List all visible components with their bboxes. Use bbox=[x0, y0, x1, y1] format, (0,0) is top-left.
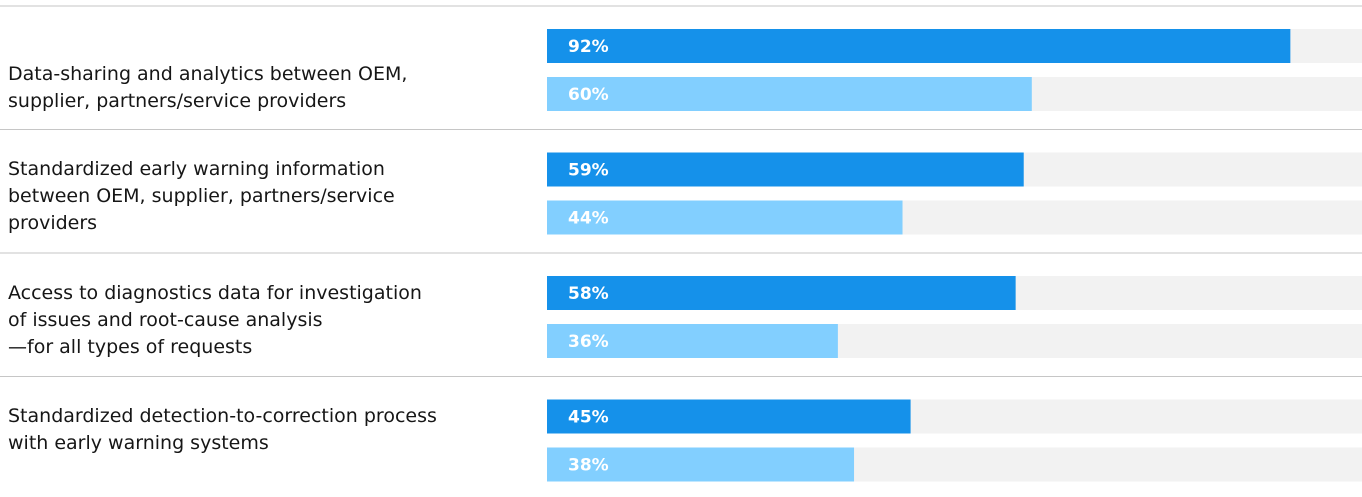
bar bbox=[547, 77, 1032, 111]
category-label: Standardized early warning information b… bbox=[8, 158, 395, 234]
bar bbox=[547, 324, 838, 358]
bar bbox=[547, 29, 1291, 63]
value-label: 58% bbox=[568, 284, 609, 304]
value-label: 60% bbox=[568, 85, 609, 105]
value-label: 44% bbox=[568, 209, 609, 229]
bar bbox=[547, 152, 1024, 187]
bar bbox=[547, 200, 903, 235]
bar bbox=[547, 447, 855, 482]
value-label: 36% bbox=[568, 332, 609, 352]
category-label: Data-sharing and analytics between OEM, … bbox=[8, 62, 408, 112]
bar bbox=[547, 399, 911, 434]
value-label: 59% bbox=[568, 161, 609, 181]
value-label: 38% bbox=[568, 456, 609, 476]
value-label: 92% bbox=[568, 37, 609, 57]
bar bbox=[547, 276, 1016, 310]
category-label: Standardized detection-to-correction pro… bbox=[8, 405, 437, 454]
category-label: Access to diagnostics data for investiga… bbox=[8, 281, 422, 358]
value-label: 45% bbox=[568, 408, 609, 428]
